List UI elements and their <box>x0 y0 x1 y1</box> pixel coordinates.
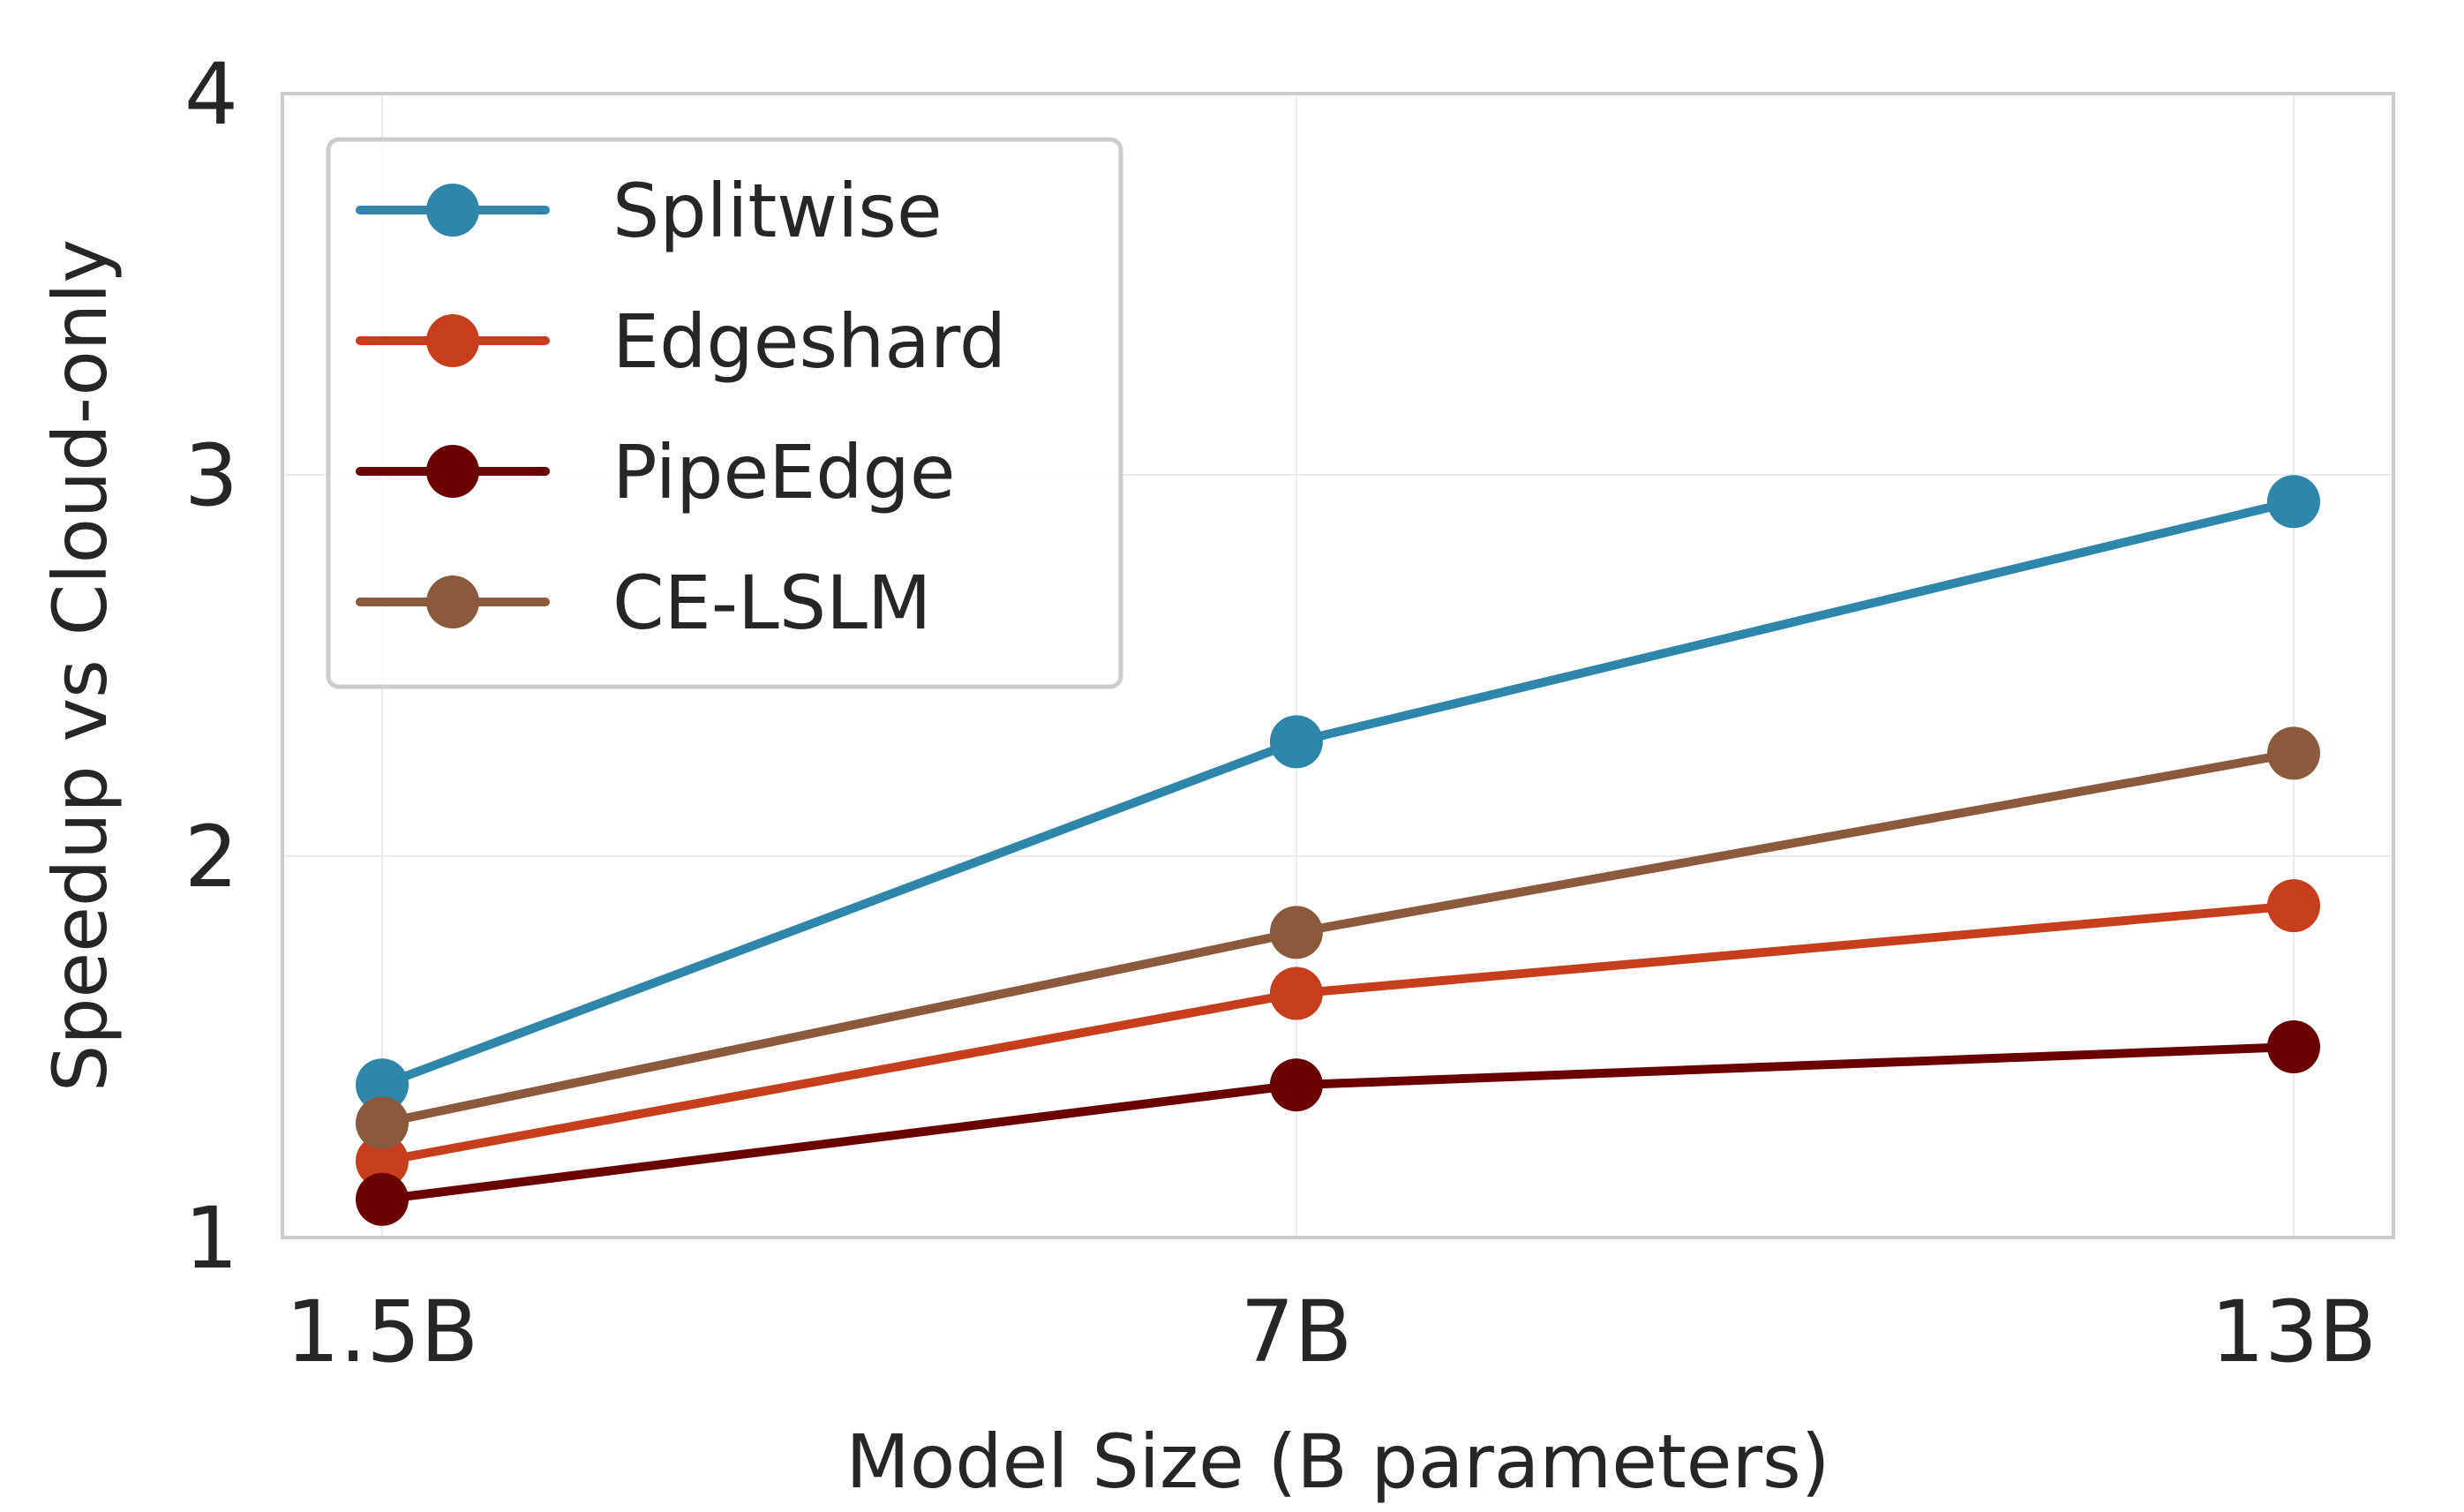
legend-item: PipeEdge <box>356 429 956 515</box>
y-tick-label: 3 <box>184 426 238 525</box>
y-tick-label: 1 <box>184 1189 238 1288</box>
series-splitwise <box>356 475 2320 1112</box>
data-point <box>1269 1058 1323 1112</box>
y-axis-title: Speedup vs Cloud-only <box>37 239 124 1092</box>
series-layer <box>356 475 2320 1226</box>
series-ce-lslm <box>356 726 2320 1150</box>
data-point <box>1269 967 1323 1020</box>
legend-label: CE-LSLM <box>612 560 931 646</box>
data-point <box>356 1096 409 1150</box>
y-tick-label: 2 <box>184 808 238 906</box>
x-tick-label: 1.5B <box>286 1283 479 1381</box>
legend: Splitwise Edgeshard PipeEdge CE-LSLM <box>326 137 1123 689</box>
legend-label: PipeEdge <box>612 429 956 515</box>
x-axis-title: Model Size (B parameters) <box>845 1418 1829 1505</box>
plot-frame <box>281 92 2395 1239</box>
y-tick-labels: 1 2 3 4 <box>184 45 238 1288</box>
legend-swatch-marker <box>426 445 479 498</box>
series-edgeshard <box>356 879 2320 1188</box>
legend-label: Edgeshard <box>612 298 1006 385</box>
x-tick-labels: 1.5B 7B 13B <box>286 1283 2377 1381</box>
legend-item: Splitwise <box>356 168 943 254</box>
x-tick-label: 13B <box>2211 1283 2377 1381</box>
data-point <box>356 1134 409 1188</box>
x-tick-label: 7B <box>1240 1283 1352 1381</box>
data-point <box>1269 906 1323 959</box>
legend-box <box>326 137 1123 689</box>
data-point <box>1269 715 1323 769</box>
data-point <box>356 1172 409 1226</box>
data-point <box>2266 879 2320 933</box>
legend-swatch-marker <box>426 575 479 628</box>
series-pipeedge <box>356 1020 2320 1226</box>
data-point <box>2266 726 2320 780</box>
legend-label: Splitwise <box>612 168 943 254</box>
data-point <box>356 1058 409 1112</box>
legend-item: Edgeshard <box>356 298 1006 385</box>
legend-swatch-marker <box>426 314 479 367</box>
data-point <box>2266 1020 2320 1073</box>
legend-swatch-marker <box>426 184 479 237</box>
y-tick-label: 4 <box>184 45 238 144</box>
data-point <box>2266 475 2320 529</box>
legend-item: CE-LSLM <box>356 560 931 646</box>
